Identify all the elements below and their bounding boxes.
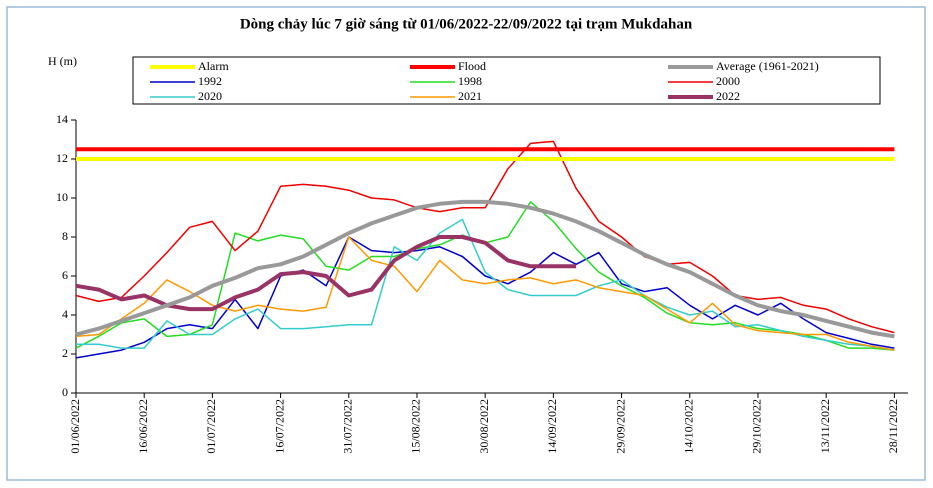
series-line (75, 199, 895, 339)
y-tick-label: 14 (56, 112, 68, 126)
x-tick-label: 14/10/2022 (682, 399, 696, 454)
x-tick-label: 01/06/2022 (68, 399, 82, 454)
y-tick-label: 12 (56, 151, 68, 165)
x-tick-label: 31/07/2022 (341, 399, 355, 454)
x-tick-label: 16/06/2022 (136, 399, 150, 454)
x-tick-label: 29/10/2022 (750, 399, 764, 454)
x-tick-label: 28/11/2022 (886, 399, 900, 453)
x-tick-label: 30/08/2022 (477, 399, 491, 454)
y-tick-label: 8 (62, 229, 68, 243)
chart-title: Dòng chảy lúc 7 giờ sáng từ 01/06/2022-2… (240, 16, 693, 32)
x-tick-label: 13/11/2022 (818, 399, 832, 453)
series-line (76, 218, 895, 351)
legend-label: Alarm (198, 59, 229, 73)
series-line (75, 140, 895, 334)
y-tick-label: 4 (62, 307, 68, 321)
series-line (75, 236, 895, 359)
legend-label: Average (1961-2021) (716, 59, 819, 73)
y-tick-label: 10 (56, 190, 68, 204)
x-tick-label: 16/07/2022 (272, 399, 286, 454)
legend-label: 2022 (716, 89, 740, 103)
x-tick-label: 15/08/2022 (409, 399, 423, 454)
legend-label: 2020 (198, 89, 222, 103)
series-line (75, 235, 577, 312)
legend-label: 2000 (716, 74, 740, 88)
legend-label: Flood (458, 59, 486, 73)
x-tick-label: 29/09/2022 (613, 399, 627, 454)
y-tick-label: 0 (62, 385, 68, 399)
x-tick-label: 01/07/2022 (204, 399, 218, 454)
series-line (75, 236, 895, 351)
legend-label: 2021 (458, 89, 482, 103)
y-axis-label: H (m) (48, 54, 77, 68)
y-tick-label: 6 (62, 268, 68, 282)
legend-label: 1992 (198, 74, 222, 88)
y-tick-label: 2 (62, 346, 68, 360)
legend-label: 1998 (458, 74, 482, 88)
legend-box (132, 56, 881, 105)
x-tick-label: 14/09/2022 (545, 399, 559, 454)
